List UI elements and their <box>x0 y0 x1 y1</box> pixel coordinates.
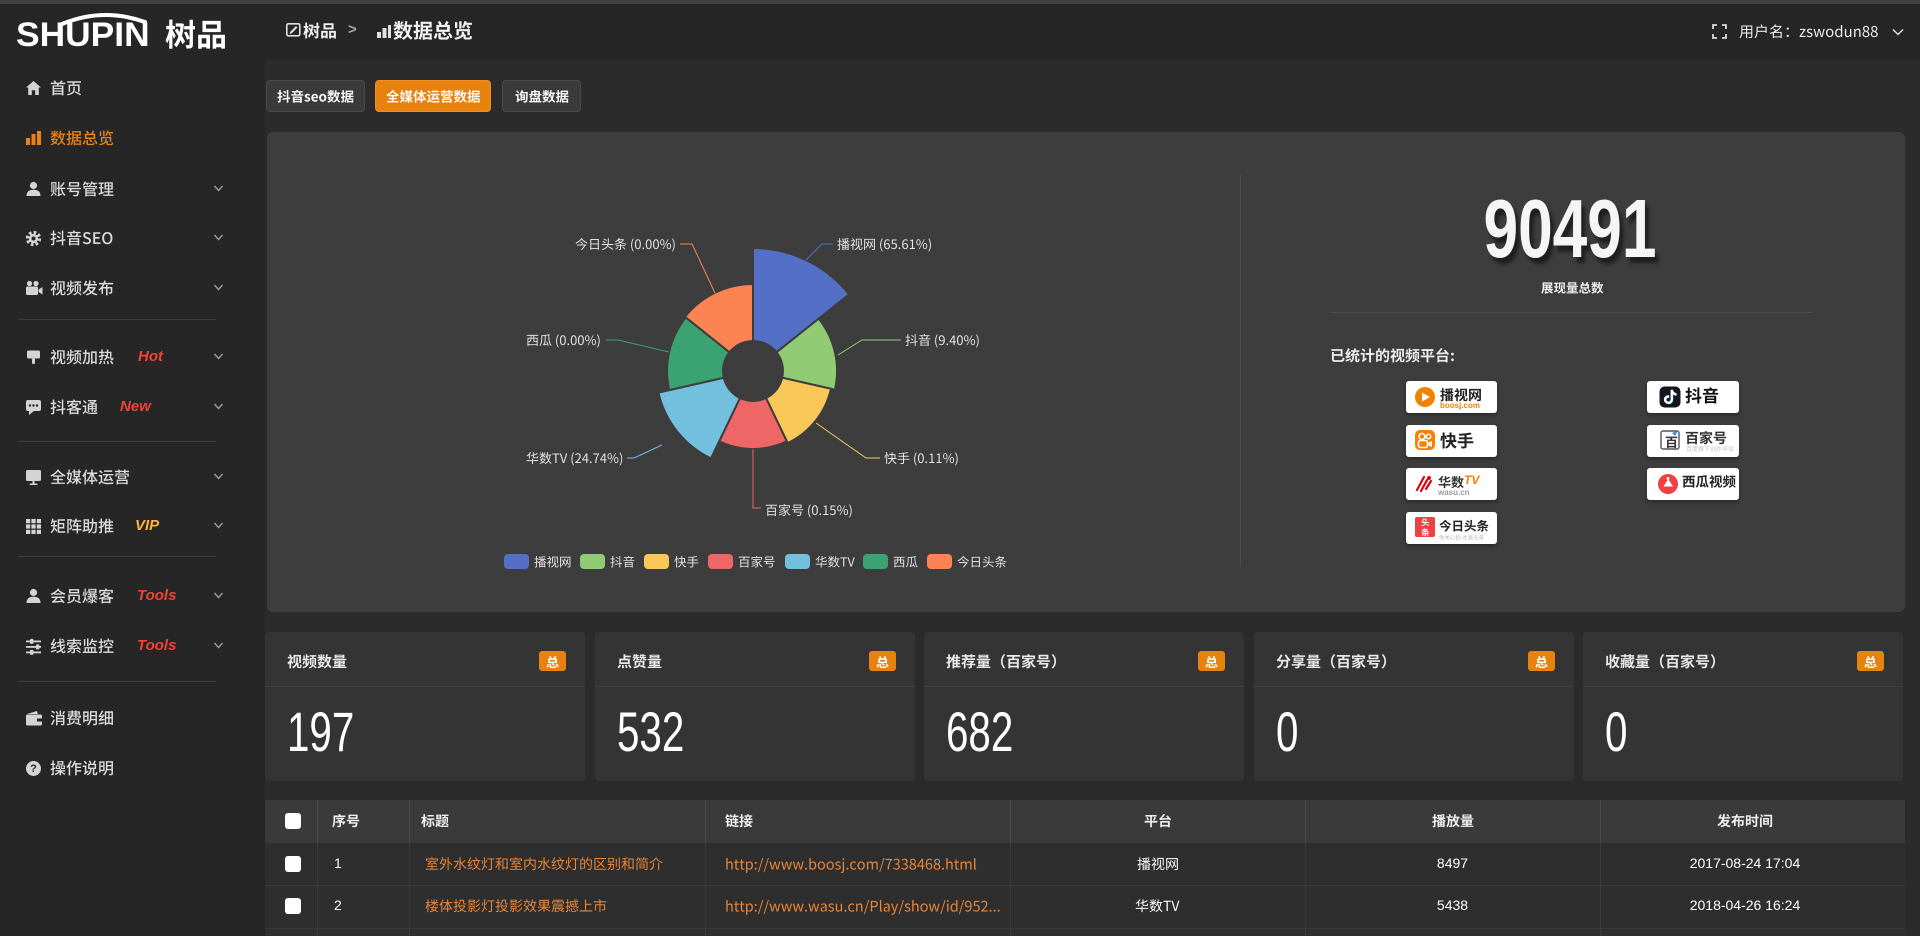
svg-text:?: ? <box>30 763 37 775</box>
